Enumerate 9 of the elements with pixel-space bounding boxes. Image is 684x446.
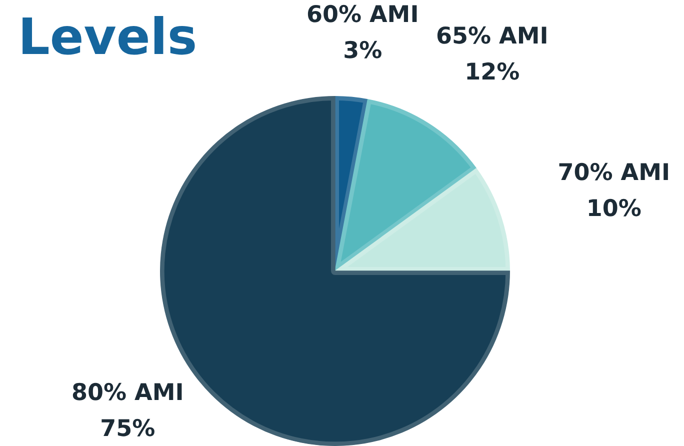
chart-title: Levels: [18, 8, 198, 66]
data-label: 3%: [343, 38, 382, 64]
data-label: 75%: [100, 416, 156, 442]
slice-label: 70% AMI: [558, 160, 670, 186]
slice-label: 60% AMI: [306, 2, 419, 28]
data-label: 10%: [586, 196, 642, 222]
data-label: 12%: [464, 60, 520, 86]
slice-label: 65% AMI: [436, 24, 548, 50]
slice-label: 80% AMI: [71, 380, 184, 406]
